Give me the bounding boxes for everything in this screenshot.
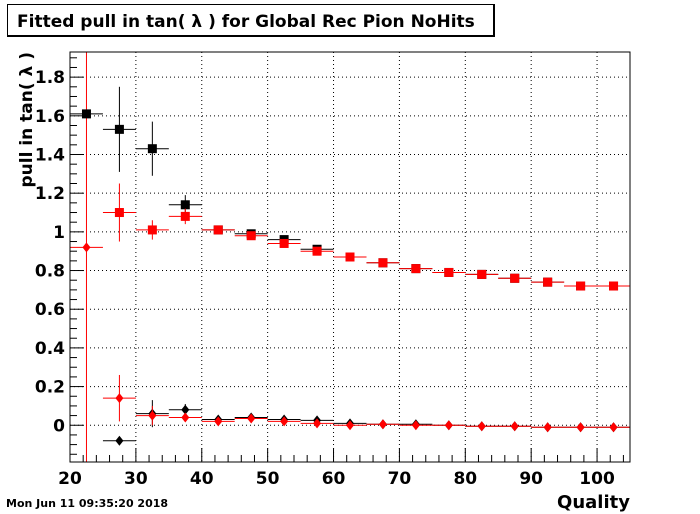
data-point	[609, 281, 619, 291]
data-point	[444, 420, 453, 431]
data-point	[280, 416, 289, 427]
data-point	[378, 258, 388, 268]
data-point	[181, 412, 190, 423]
data-point	[543, 422, 552, 433]
x-tick-label: 30	[124, 469, 148, 489]
x-tick-label: 20	[58, 469, 82, 489]
data-point	[115, 393, 124, 404]
timestamp: Mon Jun 11 09:35:20 2018	[6, 497, 169, 510]
y-tick-label: 0.8	[35, 262, 65, 282]
data-point	[477, 421, 486, 432]
y-tick-label: 0.4	[35, 339, 65, 359]
data-point	[510, 421, 519, 432]
x-tick-label: 100	[579, 469, 615, 489]
data-point	[181, 404, 190, 415]
y-tick-label: 0	[53, 416, 65, 436]
data-point	[609, 422, 618, 433]
x-axis-label: Quality	[557, 492, 630, 513]
data-point	[543, 277, 553, 287]
data-point	[148, 410, 157, 421]
data-point	[147, 225, 157, 235]
title-box: Fitted pull in tan( λ ) for Global Rec P…	[7, 4, 495, 37]
data-point	[477, 269, 487, 279]
data-point	[114, 208, 124, 218]
data-point	[576, 281, 586, 291]
data-point	[346, 420, 354, 431]
data-point	[279, 238, 289, 248]
data-point	[214, 416, 223, 427]
y-tick-label: 1.6	[35, 107, 65, 127]
data-point	[576, 422, 585, 433]
data-point	[115, 435, 124, 446]
y-tick-label: 1.4	[35, 146, 65, 166]
data-point	[411, 264, 421, 274]
plot-frame	[69, 51, 631, 463]
x-tick-label: 70	[388, 469, 412, 489]
x-tick-label: 40	[190, 469, 214, 489]
data-point	[114, 124, 124, 134]
data-point	[147, 144, 157, 154]
data-point	[246, 231, 256, 241]
y-tick-label: 1.2	[35, 184, 65, 204]
x-tick-label: 90	[519, 469, 543, 489]
data-point	[180, 211, 190, 221]
data-point	[313, 418, 322, 429]
data-point	[180, 200, 190, 210]
data-point	[247, 413, 256, 424]
y-axis-label: pull in tan( λ )	[17, 52, 37, 188]
data-point	[213, 225, 223, 235]
data-point	[345, 252, 355, 262]
data-point	[444, 267, 454, 277]
data-point	[378, 419, 387, 430]
data-point	[81, 109, 91, 119]
y-tick-label: 1	[53, 223, 65, 243]
y-tick-label: 0.2	[35, 378, 65, 398]
x-tick-label: 60	[322, 469, 346, 489]
y-tick-label: 1.8	[35, 68, 65, 88]
data-point	[82, 242, 91, 253]
chart-title: Fitted pull in tan( λ ) for Global Rec P…	[17, 12, 475, 32]
x-tick-label: 80	[453, 469, 477, 489]
data-point	[411, 420, 420, 431]
x-tick-label: 50	[256, 469, 280, 489]
data-point	[312, 246, 322, 256]
data-point	[510, 273, 520, 283]
y-tick-label: 0.6	[35, 300, 65, 320]
